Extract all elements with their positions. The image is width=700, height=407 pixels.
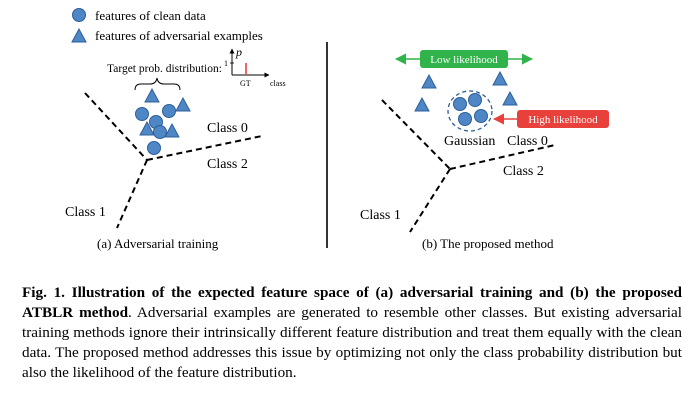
adversarial-triangle [502, 90, 518, 106]
class1-label-a: Class 1 [65, 205, 106, 220]
high-likelihood-box [517, 110, 609, 128]
low-likelihood-box [420, 50, 508, 68]
panel-a: Target prob. distribution: p 1 GT class … [65, 45, 286, 251]
clean-circle [153, 125, 167, 139]
gaussian-label: Gaussian [444, 134, 495, 149]
class0-label-a: Class 0 [207, 121, 248, 136]
gaussian-ellipse [447, 90, 493, 132]
clean-circle [474, 109, 488, 123]
target-distribution-label: Target prob. distribution: [107, 63, 222, 75]
boundary-a-down [116, 159, 148, 229]
caption-body: . Adversarial examples are generated to … [22, 304, 682, 381]
low-likelihood-label: Low likelihood [430, 54, 498, 66]
clean-circle [147, 141, 161, 155]
clean-circle [468, 93, 482, 107]
boundary-b-down [409, 168, 451, 233]
caption-lead: Fig. 1. Illustration of the expected fea… [22, 284, 682, 321]
figure-diagram: features of clean data features of adver… [65, 8, 609, 251]
adversarial-triangle [175, 96, 191, 112]
adversarial-triangle [144, 87, 160, 103]
clean-circle [453, 97, 467, 111]
boundary-b-left [381, 99, 451, 170]
adversarial-triangle [139, 120, 155, 136]
mini-tick-one: 1 [224, 59, 228, 68]
caption-a: (a) Adversarial training [97, 236, 219, 251]
boundary-a-left [84, 92, 148, 161]
legend-adversarial-label: features of adversarial examples [95, 28, 263, 43]
panel-b: Low likelihood High likelihood Gaussian … [360, 50, 609, 251]
legend-triangle-icon [71, 27, 87, 43]
adversarial-triangle [414, 96, 430, 112]
class2-label-a: Class 2 [207, 157, 248, 172]
boundary-b-right [449, 144, 556, 170]
mini-gt-label: GT [240, 79, 251, 88]
clean-circle [458, 112, 472, 126]
caption-b: (b) The proposed method [422, 236, 554, 251]
legend-clean-label: features of clean data [95, 8, 206, 23]
class0-label-b: Class 0 [507, 134, 548, 149]
figure-caption: Fig. 1. Illustration of the expected fea… [22, 283, 682, 383]
clean-circle [135, 107, 149, 121]
brace [134, 77, 181, 91]
clean-circle [162, 104, 176, 118]
adversarial-triangle [164, 122, 180, 138]
mini-class-label: class [270, 79, 286, 88]
class1-label-b: Class 1 [360, 208, 401, 223]
legend-circle-icon [72, 8, 86, 22]
adversarial-triangle [421, 73, 437, 89]
adversarial-triangle [492, 70, 508, 86]
mini-p-label: p [235, 45, 242, 59]
high-likelihood-label: High likelihood [528, 114, 598, 126]
class2-label-b: Class 2 [503, 164, 544, 179]
